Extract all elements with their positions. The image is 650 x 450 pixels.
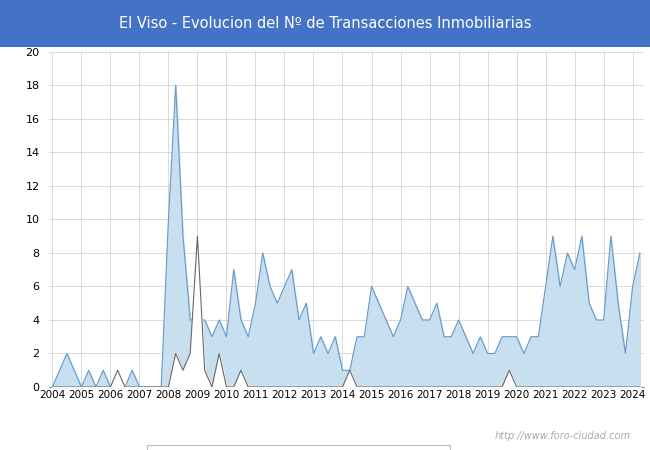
Text: El Viso - Evolucion del Nº de Transacciones Inmobiliarias: El Viso - Evolucion del Nº de Transaccio… [119, 16, 531, 31]
Text: http://www.foro-ciudad.com: http://www.foro-ciudad.com [495, 431, 630, 441]
Legend: Viviendas Nuevas, Viviendas Usadas: Viviendas Nuevas, Viviendas Usadas [147, 445, 450, 450]
